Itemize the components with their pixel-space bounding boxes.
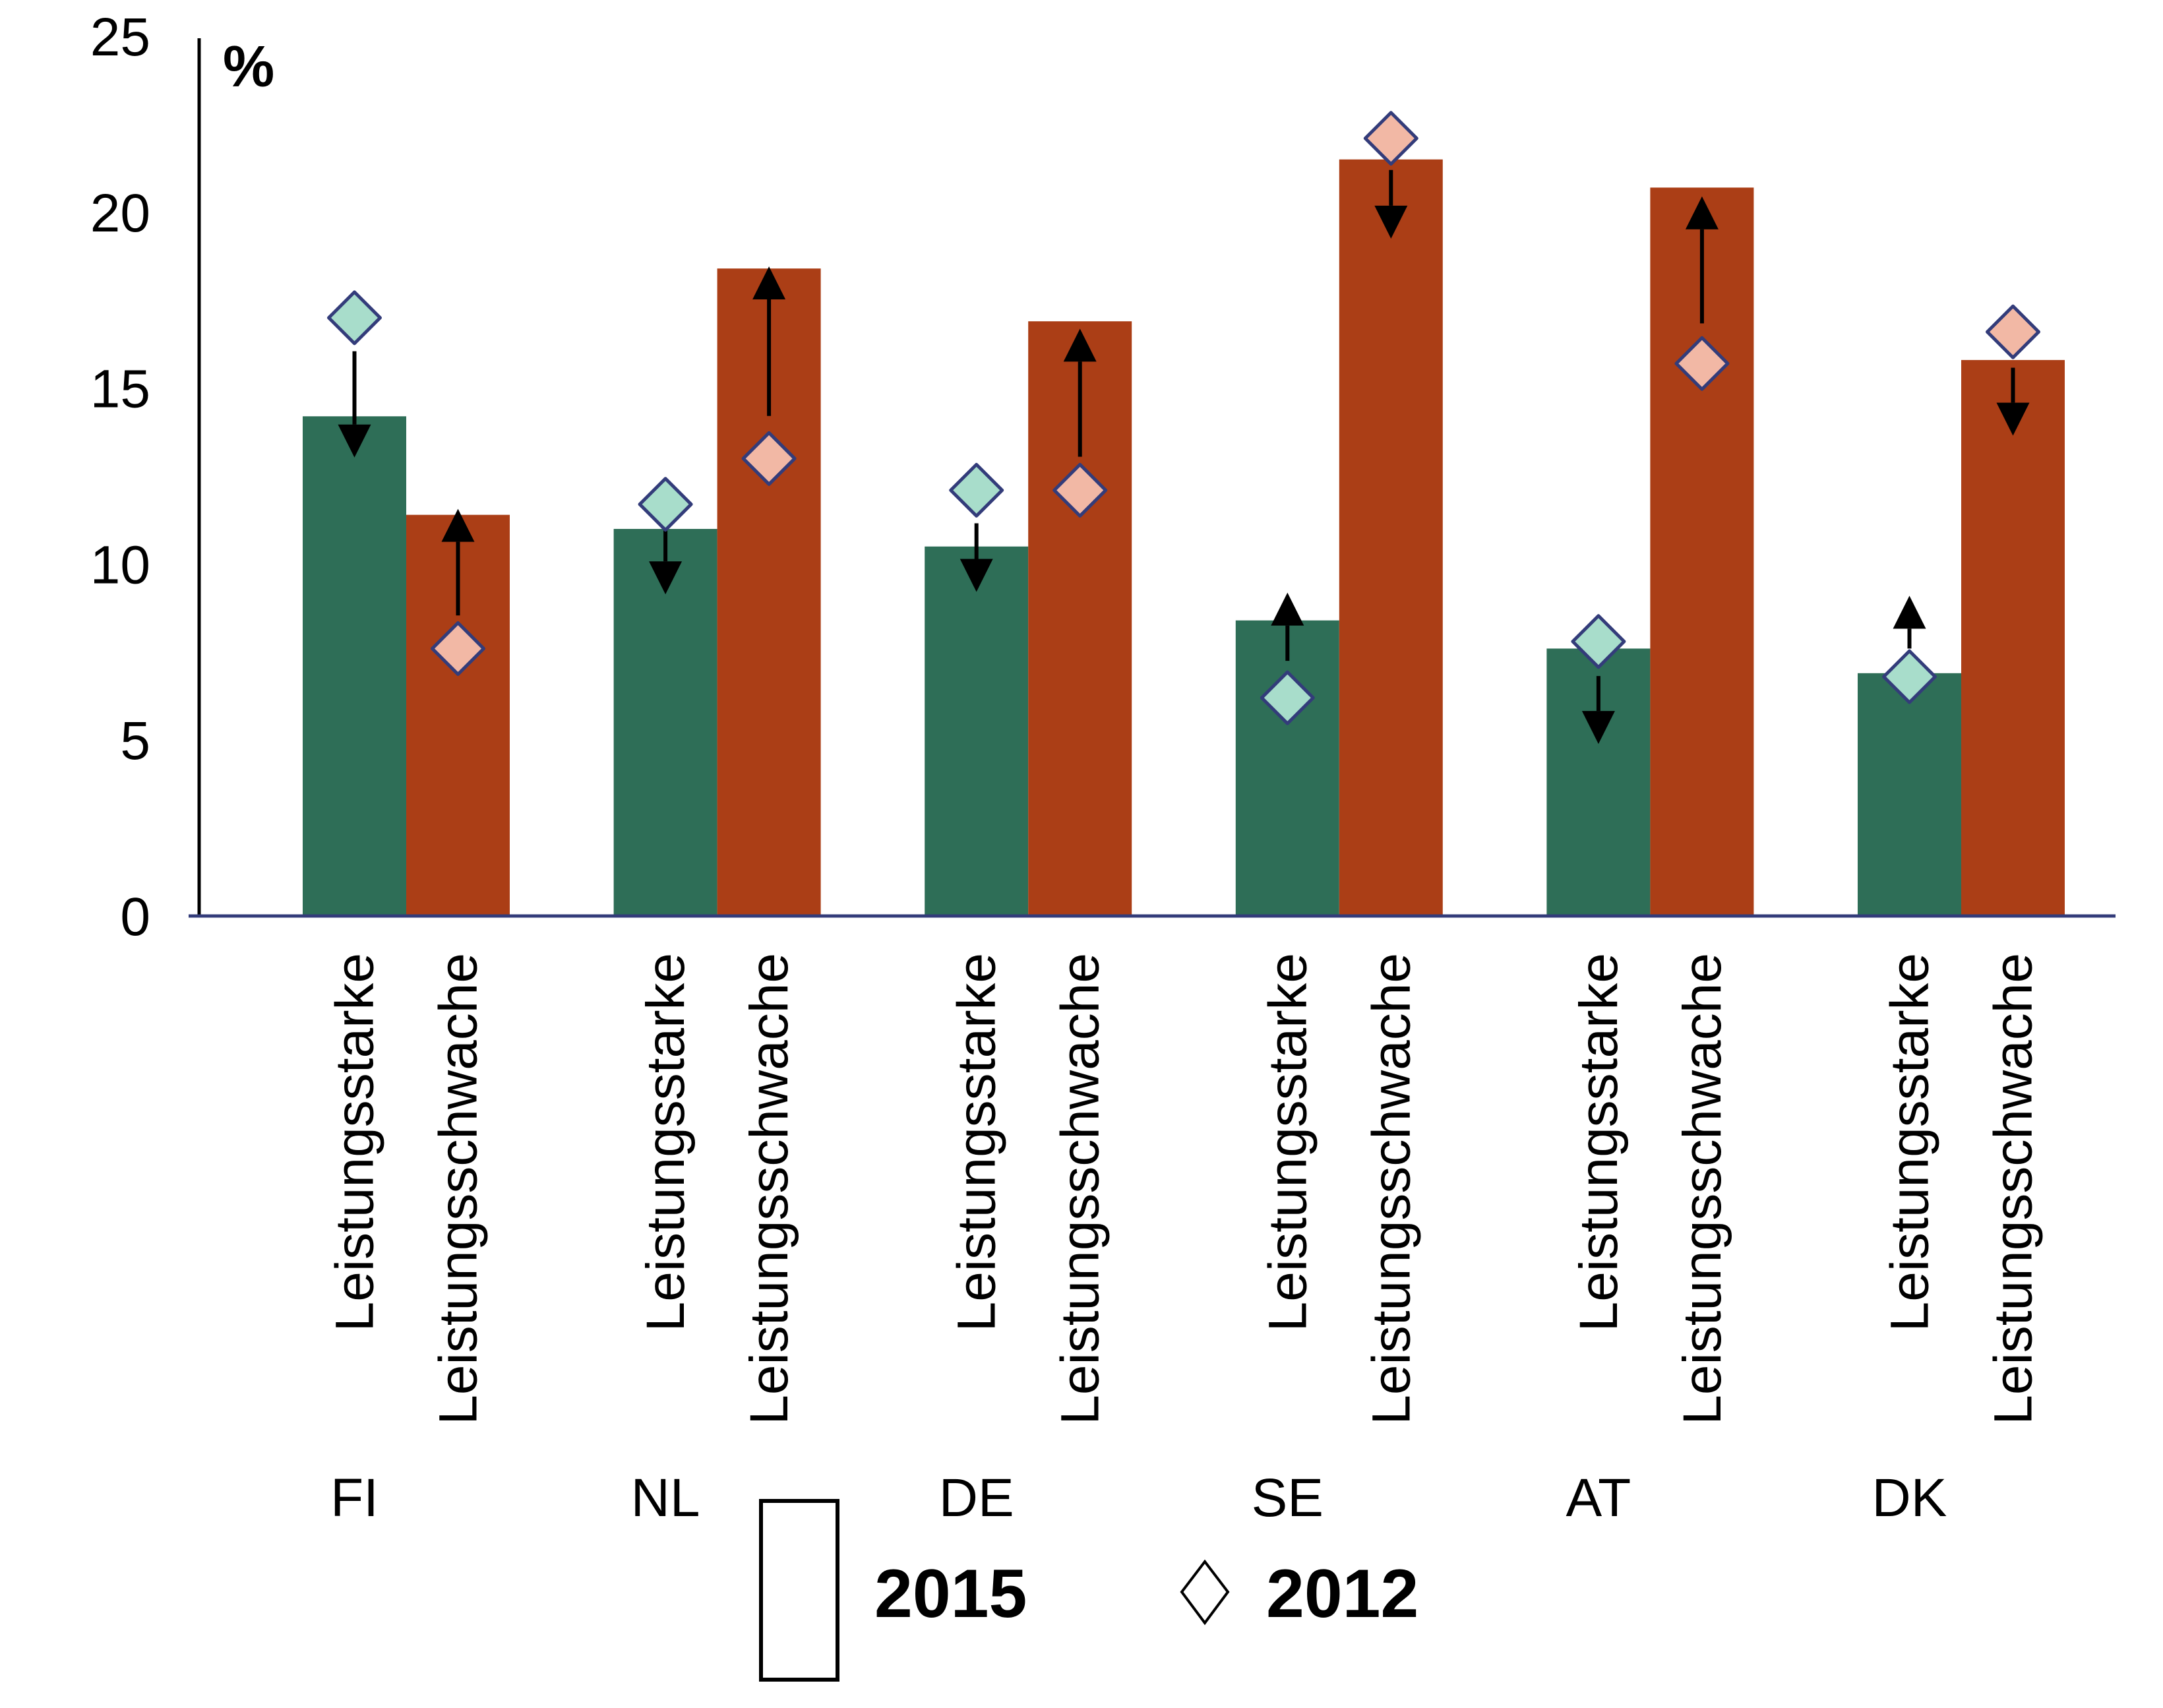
arrow-up-icon-se-leistungsstarke xyxy=(1271,592,1304,626)
country-label-fi: FI xyxy=(330,1468,379,1528)
country-label-de: DE xyxy=(939,1468,1014,1528)
diamond-2012-at-leistungsstarke xyxy=(1571,614,1626,669)
x-axis-country-labels: FI NL DE SE AT DK xyxy=(330,1468,1947,1528)
arrow-up-icon-nl-leistungsschwache xyxy=(752,266,786,299)
country-label-se: SE xyxy=(1252,1468,1324,1528)
y-tick-label: 25 xyxy=(90,7,150,67)
bars xyxy=(303,159,2065,916)
x-category-label: Leistungsstarke xyxy=(947,953,1007,1331)
diamond-2012-nl-leistungsschwache xyxy=(741,431,797,486)
x-category-label: Leistungsschwache xyxy=(1672,953,1732,1425)
y-tick-label: 0 xyxy=(120,887,150,947)
arrow-down-icon-se-leistungsschwache xyxy=(1374,205,1408,239)
y-axis-tick-labels: 0 5 10 15 20 25 xyxy=(90,7,150,947)
x-category-label: Leistungsschwache xyxy=(1984,953,2044,1425)
legend-bar-symbol-2015 xyxy=(759,1499,839,1682)
bar-2015-se-leistungsstarke xyxy=(1235,620,1339,916)
bar-2015-fi-leistungsstarke xyxy=(303,416,406,916)
y-axis-unit-label: % xyxy=(223,34,274,99)
legend: 2015 2012 xyxy=(759,1499,1418,1682)
y-tick-label: 10 xyxy=(90,535,150,595)
diamond-2012-fi-leistungsschwache xyxy=(431,621,485,676)
arrow-up-icon-at-leistungsschwache xyxy=(1685,196,1719,229)
x-category-label: Leistungsschwache xyxy=(1051,953,1111,1425)
x-category-label: Leistungsstarke xyxy=(636,953,696,1331)
diamond-2012-at-leistungsschwache xyxy=(1674,336,1730,391)
diamond-2012-de-leistungsschwache xyxy=(1052,462,1108,518)
x-category-label: Leistungsschwache xyxy=(429,953,489,1425)
legend-label-2015: 2015 xyxy=(874,1556,1027,1632)
country-label-at: AT xyxy=(1566,1468,1631,1528)
markers-2012 xyxy=(327,111,2040,725)
diamond-2012-dk-leistungsschwache xyxy=(1986,304,2040,359)
x-axis-category-labels: Leistungsstarke Leistungsschwache Leistung… xyxy=(325,953,2044,1425)
arrow-down-icon-fi-leistungsstarke xyxy=(338,424,371,458)
x-category-label: Leistungsstarke xyxy=(1569,953,1629,1331)
x-category-label: Leistungsstarke xyxy=(325,953,385,1331)
diamond-2012-nl-leistungsstarke xyxy=(638,477,693,532)
arrow-up-icon-de-leistungsschwache xyxy=(1063,328,1097,362)
legend-label-2012: 2012 xyxy=(1266,1556,1418,1632)
country-label-nl: NL xyxy=(631,1468,700,1528)
x-category-label: Leistungsschwache xyxy=(739,953,799,1425)
change-arrows xyxy=(338,169,2030,745)
bar-2015-se-leistungsschwache xyxy=(1339,159,1443,916)
y-tick-label: 20 xyxy=(90,183,150,243)
y-tick-label: 5 xyxy=(120,711,150,771)
legend-diamond-symbol-2012 xyxy=(1180,1559,1230,1626)
diamond-2012-se-leistungsstarke xyxy=(1260,670,1315,725)
x-category-label: Leistungsstarke xyxy=(1880,953,1940,1331)
diamond-2012-de-leistungsstarke xyxy=(949,462,1004,518)
arrow-down-icon-at-leistungsstarke xyxy=(1581,711,1615,745)
arrow-up-icon-dk-leistungsstarke xyxy=(1893,595,1926,629)
arrow-down-icon-dk-leistungsschwache xyxy=(1996,402,2030,436)
arrow-down-icon-nl-leistungsstarke xyxy=(649,561,683,595)
diamond-2012-dk-leistungsstarke xyxy=(1882,649,1937,704)
diamond-2012-se-leistungsschwache xyxy=(1363,111,1418,166)
x-category-label: Leistungsstarke xyxy=(1258,953,1318,1331)
arrow-down-icon-de-leistungsstarke xyxy=(960,559,993,592)
x-category-label: Leistungsschwache xyxy=(1361,953,1421,1425)
country-label-dk: DK xyxy=(1872,1468,1947,1528)
y-tick-label: 15 xyxy=(90,359,150,419)
arrow-up-icon-fi-leistungsschwache xyxy=(441,508,475,542)
bar-2015-dk-leistungsschwache xyxy=(1961,359,2065,916)
bar-2015-de-leistungsstarke xyxy=(925,546,1029,916)
diamond-2012-fi-leistungsstarke xyxy=(327,290,382,346)
bar-2015-dk-leistungsstarke xyxy=(1858,673,1961,916)
